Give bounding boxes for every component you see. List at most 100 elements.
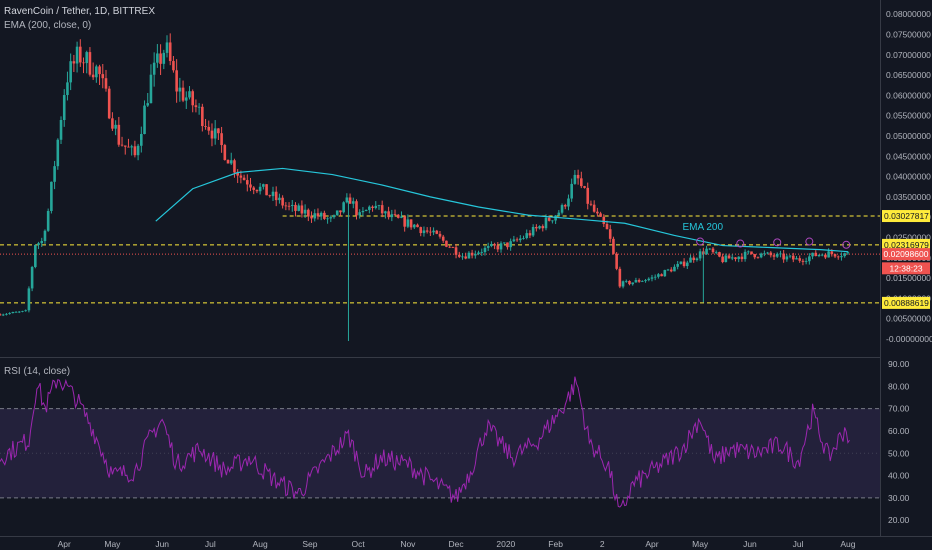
candle-body bbox=[252, 187, 256, 190]
time-axis-tick: 2 bbox=[600, 539, 605, 549]
candle-body bbox=[329, 217, 333, 219]
candle-body bbox=[429, 231, 432, 233]
candle-body bbox=[239, 175, 243, 178]
price-axis-tick: 0.06000000 bbox=[886, 90, 931, 100]
time-axis-tick: Apr bbox=[58, 539, 71, 549]
candle-body bbox=[406, 219, 410, 227]
price-axis-tick: 0.03500000 bbox=[886, 192, 931, 202]
candle-body bbox=[345, 197, 349, 203]
time-axis-tick: Aug bbox=[840, 539, 855, 549]
candle-body bbox=[804, 261, 808, 262]
candle-body bbox=[313, 213, 317, 219]
candle-body bbox=[284, 205, 288, 207]
candle-body bbox=[509, 241, 512, 248]
candle-body bbox=[82, 62, 85, 64]
candle-body bbox=[194, 105, 198, 108]
candle-body bbox=[425, 230, 429, 232]
candle-body bbox=[535, 226, 538, 229]
candle-body bbox=[493, 244, 496, 246]
candle-body bbox=[814, 252, 818, 257]
marked-high bbox=[773, 238, 782, 247]
price-axis-tick: 0.04500000 bbox=[886, 151, 931, 161]
candle-body bbox=[34, 244, 37, 267]
candle-body bbox=[477, 252, 480, 254]
price-axis-tick: -0.00000000 bbox=[886, 334, 932, 344]
time-axis-tick: Dec bbox=[448, 539, 464, 549]
candle-body bbox=[297, 205, 300, 211]
candle-body bbox=[461, 256, 464, 258]
candle-body bbox=[339, 210, 342, 213]
ema-legend: EMA (200, close, 0) bbox=[4, 20, 92, 31]
candle-body bbox=[278, 197, 281, 201]
candle-body bbox=[451, 247, 455, 249]
candle-body bbox=[104, 78, 108, 89]
candle-body bbox=[580, 178, 583, 187]
candle-body bbox=[685, 262, 689, 267]
time-axis-tick: May bbox=[104, 539, 121, 549]
candle-body bbox=[30, 266, 34, 289]
candle-body bbox=[573, 174, 577, 184]
candle-body bbox=[403, 216, 406, 227]
candle-body bbox=[596, 211, 599, 214]
candle-body bbox=[772, 255, 776, 257]
candle-body bbox=[836, 256, 840, 258]
candle-body bbox=[114, 124, 117, 129]
candle-body bbox=[557, 212, 561, 216]
candle-body bbox=[326, 218, 329, 220]
candle-body bbox=[149, 74, 153, 104]
candle-body bbox=[229, 160, 233, 164]
candle-body bbox=[310, 216, 313, 219]
candle-body bbox=[811, 252, 814, 257]
candle-body bbox=[528, 233, 532, 236]
candle-body bbox=[290, 204, 294, 207]
candle-body bbox=[483, 247, 487, 253]
time-axis-tick: Jun bbox=[743, 539, 757, 549]
candle-body bbox=[637, 279, 641, 282]
candle-body bbox=[111, 118, 114, 129]
candle-body bbox=[692, 257, 696, 261]
candle-body bbox=[274, 191, 278, 201]
candle-body bbox=[46, 210, 50, 231]
candle-body bbox=[368, 206, 371, 210]
candle-body bbox=[846, 252, 850, 254]
candle-body bbox=[470, 252, 474, 256]
candle-body bbox=[130, 146, 133, 148]
candle-body bbox=[689, 257, 692, 263]
rsi-axis-tick: 20.00 bbox=[888, 515, 910, 525]
candle-body bbox=[72, 61, 76, 64]
candle-body bbox=[631, 282, 635, 285]
candle-body bbox=[348, 197, 352, 204]
candle-body bbox=[53, 166, 56, 182]
candle-body bbox=[785, 256, 789, 260]
marked-high bbox=[842, 240, 851, 249]
candle-body bbox=[168, 42, 172, 62]
candle-body bbox=[27, 288, 31, 311]
candle-body bbox=[708, 248, 712, 250]
time-axis-tick: Jul bbox=[793, 539, 804, 549]
candle-body bbox=[502, 242, 506, 244]
candle-body bbox=[419, 227, 423, 234]
candle-body bbox=[43, 230, 47, 242]
ema-200-label: EMA 200 bbox=[682, 222, 723, 233]
candle-body bbox=[641, 281, 644, 282]
candle-body bbox=[1, 314, 5, 316]
candle-body bbox=[162, 52, 166, 64]
candle-body bbox=[143, 105, 146, 135]
ema-200-line bbox=[155, 167, 848, 253]
candle-body bbox=[85, 52, 89, 64]
candle-body bbox=[775, 253, 779, 257]
candle-body bbox=[788, 255, 792, 257]
candle-body bbox=[714, 252, 718, 253]
candles-layer bbox=[0, 33, 850, 341]
candle-body bbox=[358, 212, 362, 216]
candle-body bbox=[817, 254, 821, 257]
candle-body bbox=[377, 205, 381, 206]
candle-body bbox=[127, 146, 130, 148]
candle-body bbox=[101, 74, 105, 79]
price-axis-tick: 0.02500000 bbox=[886, 232, 931, 242]
candle-body bbox=[62, 95, 66, 121]
candle-body bbox=[464, 256, 467, 259]
symbol-title: RavenCoin / Tether, 1D, BITTREX bbox=[4, 6, 155, 17]
candle-body bbox=[567, 198, 570, 207]
